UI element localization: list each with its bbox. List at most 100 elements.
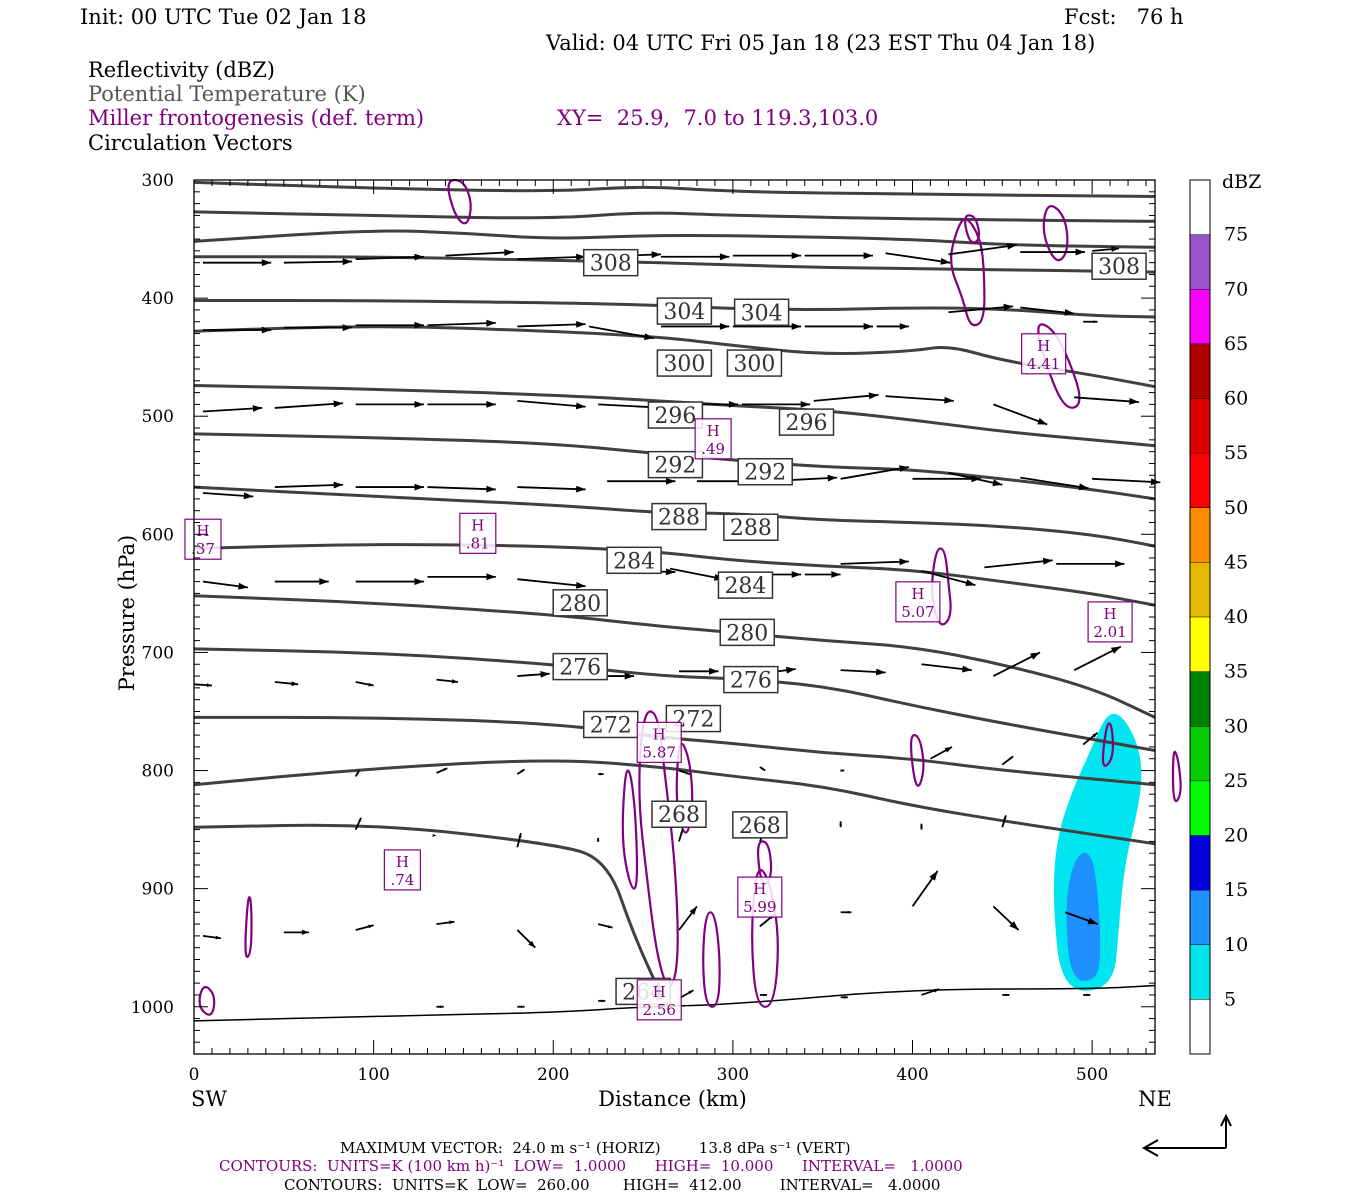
vector-shaft [517,399,586,408]
fronto-max-value: 5.07 [901,603,934,621]
vector-head [451,679,459,684]
colorbar-swatch [1190,726,1210,781]
fronto-contour [1042,205,1069,262]
vector-shaft [885,395,954,402]
theta-label-box [733,298,790,327]
theta-label-box [582,710,639,739]
theta-label-box [552,589,608,617]
axes: 0 100 200 300 400 500 300 400 500 600 700 800 900 100… [115,171,1172,1111]
max-vector-legend-icon [1141,1113,1232,1157]
vector-head [576,321,586,328]
vector-shaft [427,322,496,327]
fronto-max-label: H [653,983,666,1001]
vector-head [1006,242,1017,250]
vector-head [840,769,845,772]
colorbar-swatch [1190,780,1210,836]
colorbar-unit: dBZ [1222,171,1261,193]
vector-head [432,834,437,837]
vector-head [1087,917,1098,925]
reflectivity-area-10-dbz [1066,852,1101,981]
vector-head [540,671,550,678]
theta-label: 284 [613,549,655,574]
theta-label-box [719,618,775,647]
vector-head [1129,397,1139,405]
fronto-contour [198,985,216,1016]
vector-head [333,481,344,489]
vector-head [719,253,730,261]
circulation-vectors [193,242,1161,1009]
theta-label-box [656,297,713,325]
theta-label-box [778,408,835,436]
y-tick-label: 1000 [131,998,174,1018]
x-tick-label: 100 [357,1065,389,1085]
colorbar-label: 5 [1224,988,1236,1010]
vector-head [1009,756,1014,760]
theta-contour-272 [194,715,1156,787]
fronto-max-label: H [196,522,209,540]
colorbar-swatch [1190,234,1210,290]
fronto-max-box [737,876,783,918]
vector-head [624,672,635,680]
vector-head [1078,483,1089,491]
vector-head [368,924,374,929]
y-tick-label: 800 [142,762,174,782]
fronto-max-label: H [653,725,666,743]
fronto-max-box [184,518,222,560]
fronto-contour [702,911,721,1008]
vector-head [1110,646,1121,654]
vector-head [644,333,654,340]
vector-head [575,581,586,589]
theta-contour-308 [193,255,1156,274]
theta-label-box [717,571,774,599]
theta-label: 308 [1098,255,1140,280]
colorbar-swatch [1190,343,1210,399]
vector-head [863,252,873,259]
theta-label-box [737,457,793,486]
colorbar-label: 30 [1224,715,1248,737]
theta-label-box [647,401,704,429]
vector-shaft [813,394,879,402]
theta-contour-316 [193,210,1156,223]
colorbar-label: 25 [1224,770,1248,792]
colorbar-swatch [1190,944,1210,1000]
theta-label: 288 [730,516,772,541]
theta-label-box [726,349,783,377]
title-circulation-vectors: Circulation Vectors [88,131,293,155]
fronto-max-label: H [707,422,720,440]
vector-head [728,401,739,408]
init-time: Init: 00 UTC Tue 02 Jan 18 [80,5,367,29]
theta-contour-268 [193,759,1156,846]
vector-head [291,681,299,687]
vector-head [791,571,802,578]
vector-head [791,252,802,259]
vector-head [899,465,909,472]
fronto-max-box [636,979,682,1021]
vector-head [1115,560,1125,568]
vector-head [601,999,606,1003]
vector-shaft [993,403,1048,426]
vector-head [1003,303,1014,311]
vector-head [933,988,940,993]
vector-head [319,578,329,585]
fronto-max-value: 4.41 [1027,355,1060,373]
vector-shaft [840,466,910,480]
theta-label-box [647,450,704,479]
vector-head [520,1005,525,1009]
vector-head [761,767,766,771]
vector-shaft [517,578,586,588]
colorbar-label: 50 [1224,497,1248,519]
vector-head [1093,320,1098,324]
theta-label-box [723,665,779,694]
vector-head [252,405,263,412]
footer-contours-theta: CONTOURS: UNITS=K LOW= 260.00 HIGH= 412.… [284,1176,941,1194]
vector-head [868,392,879,400]
vector-head [599,772,604,776]
vector-head [666,477,676,485]
colorbar-swatch [1190,835,1210,891]
footer-contours-fronto: CONTOURS: UNITS=K (100 km h)⁻¹ LOW= 1.00… [219,1157,963,1175]
vector-head [486,573,496,581]
theta-label: 280 [726,621,768,646]
colorbar-swatch [1190,890,1210,945]
vector-head [1064,309,1075,316]
